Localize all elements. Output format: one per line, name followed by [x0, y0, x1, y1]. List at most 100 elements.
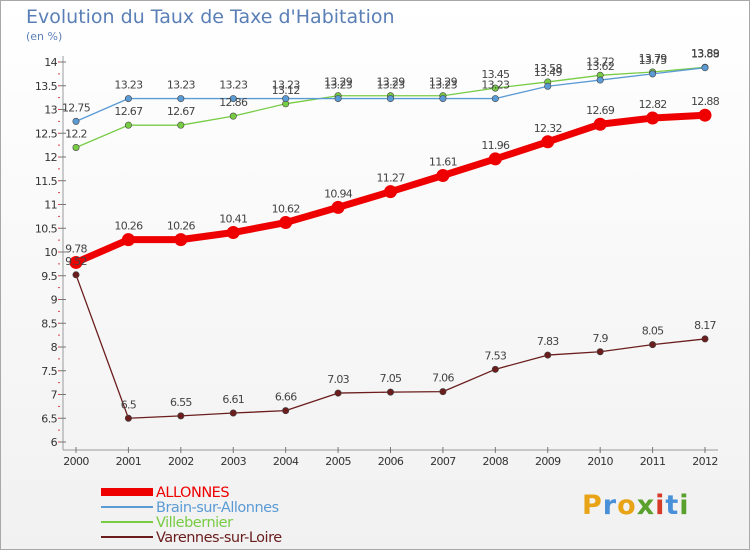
x-tick-label: 2003	[220, 455, 246, 468]
data-point	[649, 341, 657, 349]
data-label: 13.72	[586, 55, 614, 68]
x-tick-label: 2011	[640, 455, 666, 468]
chart-title: Evolution du Taux de Taxe d'Habitation	[26, 6, 395, 28]
data-point	[229, 112, 237, 120]
legend-label: Villebernier	[156, 515, 233, 531]
y-minor-tick	[58, 204, 60, 205]
data-label: 13.79	[639, 52, 668, 65]
data-label: 9.78	[65, 242, 87, 255]
data-point	[279, 216, 293, 230]
data-label: 12.67	[167, 105, 196, 118]
data-label: 12.32	[534, 122, 562, 135]
data-point	[593, 117, 607, 131]
logo-letter: o	[617, 490, 637, 521]
data-point	[282, 95, 290, 103]
data-label: 12.67	[114, 105, 143, 118]
data-label: 8.17	[694, 319, 716, 332]
legend-item: Villebernier	[101, 515, 234, 531]
x-tick-label: 2002	[168, 455, 194, 468]
data-label: 10.94	[324, 187, 353, 200]
series-group: 9.52 6.5 6.55 6.61 6.66 7.03 7.05 7.06 7.53 7.83 7…	[62, 47, 720, 422]
x-tick-label: 2010	[587, 455, 613, 468]
data-point	[488, 152, 502, 166]
data-label: 12.2	[65, 128, 87, 141]
series-varennes-sur-loire	[72, 271, 709, 422]
data-label: 13.45	[481, 68, 510, 81]
y-tick-label: 8.5	[41, 317, 57, 330]
y-minor-tick	[58, 358, 60, 360]
logo-letter: P	[582, 490, 603, 521]
y-tick-label: 10.5	[35, 222, 58, 235]
logo-letter: t	[665, 490, 680, 521]
y-minor-tick	[58, 417, 60, 419]
y-minor-tick	[58, 132, 60, 134]
data-label: 13.23	[114, 79, 143, 92]
data-label: 9.52	[65, 255, 87, 268]
data-point	[541, 135, 555, 149]
series-allonnes	[69, 108, 712, 269]
data-point	[226, 226, 240, 240]
x-tick-label: 2000	[63, 455, 89, 468]
y-tick-label: 13	[44, 104, 57, 117]
y-tick-label: 10	[44, 246, 57, 259]
y-tick-label: 9	[51, 294, 58, 307]
data-label: 13.23	[219, 79, 248, 92]
data-label: 13.75	[639, 54, 668, 67]
data-label: 8.05	[642, 325, 664, 338]
data-label: 13.23	[429, 79, 458, 92]
data-point	[491, 95, 499, 103]
data-label: 6.55	[170, 396, 192, 409]
y-minor-tick	[58, 310, 60, 312]
data-point	[701, 64, 709, 72]
data-label: 7.05	[380, 372, 402, 385]
data-label: 6.61	[222, 393, 244, 406]
y-tick-label: 12	[44, 151, 57, 164]
data-label: 10.41	[219, 213, 247, 226]
y-minor-tick	[58, 346, 60, 348]
x-tick-label: 2001	[116, 455, 142, 468]
data-label: 13.49	[534, 66, 563, 79]
data-label: 13.23	[167, 79, 196, 92]
y-tick-label: 7.5	[41, 365, 57, 378]
data-label: 7.53	[484, 349, 506, 362]
data-label: 7.9	[592, 332, 608, 345]
data-point	[174, 233, 188, 247]
data-label: 10.26	[167, 220, 196, 233]
legend-label: Varennes-sur-Loire	[156, 530, 282, 546]
data-point	[334, 389, 342, 397]
y-minor-tick	[58, 263, 60, 265]
data-label: 11.96	[481, 139, 510, 152]
data-label: 12.69	[586, 104, 615, 117]
legend-item: Brain-sur-Allonnes	[101, 500, 279, 516]
data-point	[124, 414, 132, 422]
y-minor-tick	[58, 334, 60, 336]
data-label: 13.88	[691, 48, 720, 61]
y-minor-tick	[58, 192, 60, 194]
data-label: 13.29	[324, 76, 353, 89]
y-tick-label: 11.5	[35, 175, 58, 188]
y-minor-tick	[58, 299, 60, 300]
data-point	[177, 412, 185, 420]
data-label: 7.06	[432, 372, 454, 385]
data-label: 13.12	[272, 84, 300, 97]
data-point	[177, 121, 185, 129]
logo-letter: x	[636, 490, 656, 521]
legend-label: Brain-sur-Allonnes	[156, 500, 279, 516]
data-point	[386, 95, 394, 103]
data-point	[544, 82, 552, 90]
data-point	[229, 409, 237, 417]
data-point	[282, 407, 290, 415]
y-minor-tick	[58, 287, 60, 289]
chart-subtitle: (en %)	[26, 30, 62, 43]
y-minor-tick	[58, 180, 60, 182]
y-tick-label: 14	[44, 56, 57, 69]
data-label: 6.5	[121, 398, 137, 411]
legend-item: ALLONNES	[101, 485, 230, 501]
data-point	[439, 388, 447, 396]
data-point	[331, 200, 345, 214]
data-label: 10.26	[114, 220, 143, 233]
y-tick-label: 9.5	[41, 270, 57, 283]
data-point	[649, 70, 657, 78]
